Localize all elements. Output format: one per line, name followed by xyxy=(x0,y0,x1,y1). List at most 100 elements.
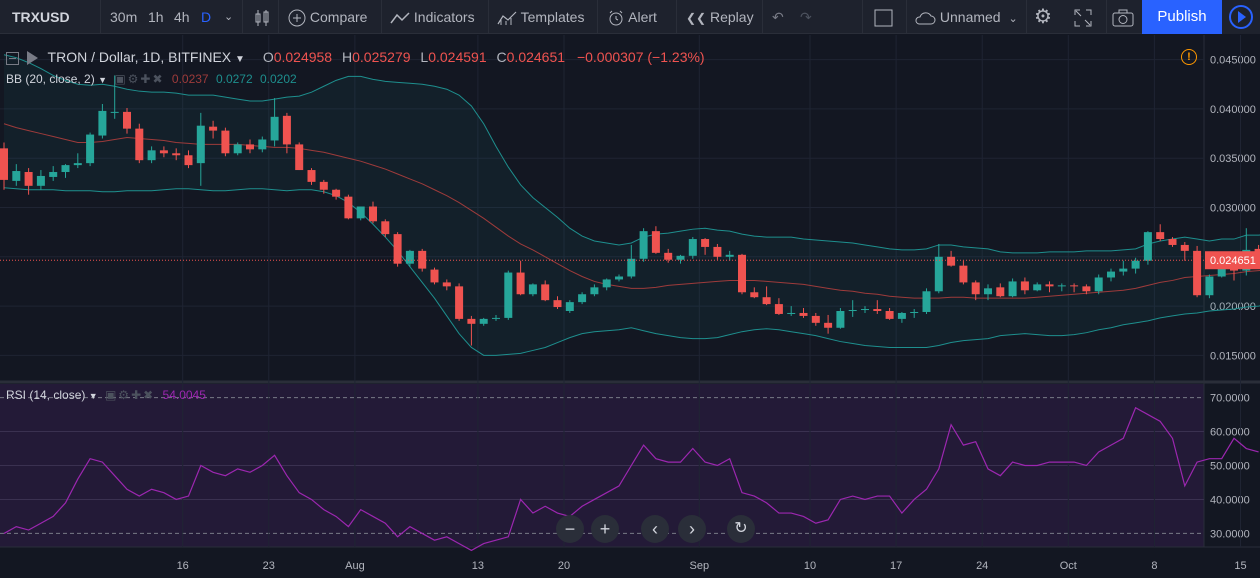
interval-1h[interactable]: 1h xyxy=(148,9,164,25)
zoom-in-button[interactable]: + xyxy=(591,515,619,543)
divider xyxy=(862,0,863,34)
fullscreen-box-icon[interactable] xyxy=(874,0,894,34)
candle xyxy=(504,270,513,320)
templates-button[interactable]: Templates xyxy=(497,0,584,34)
chevron-down-icon[interactable]: ▼ xyxy=(88,391,98,401)
replay-button[interactable]: ❮❮ Replay xyxy=(686,0,754,34)
candle-body xyxy=(221,130,230,154)
open-value: 0.024958 xyxy=(273,49,333,65)
publish-button[interactable]: Publish xyxy=(1142,0,1222,34)
indicators-icon xyxy=(390,12,410,24)
indicators-button[interactable]: Indicators xyxy=(390,0,475,34)
interval-4h[interactable]: 4h xyxy=(174,9,190,25)
legend-tool-icons[interactable]: ▣⚙✚✖ xyxy=(104,388,156,402)
candle-body xyxy=(1070,285,1079,287)
candle-body xyxy=(184,155,193,166)
compare-label: Compare xyxy=(309,9,368,25)
candle-body xyxy=(910,311,919,313)
low-value: 0.024591 xyxy=(428,49,487,65)
candle xyxy=(627,244,636,279)
candle-body xyxy=(1020,281,1029,291)
bb-basis-value: 0.0202 xyxy=(259,72,297,86)
candle-body xyxy=(270,116,279,141)
candle xyxy=(787,306,796,316)
candle-body xyxy=(1143,232,1152,261)
layout-menu[interactable]: Unnamed ⌄ xyxy=(914,0,1018,34)
candle xyxy=(307,168,316,185)
candle xyxy=(172,148,181,161)
candle-body xyxy=(971,282,980,295)
candle xyxy=(578,292,587,305)
candle-body xyxy=(246,144,254,150)
candle xyxy=(49,166,58,181)
candle xyxy=(282,112,291,154)
warning-icon[interactable]: ! xyxy=(1181,49,1197,65)
candle-body xyxy=(332,189,341,197)
candle xyxy=(1205,274,1214,299)
divider xyxy=(278,0,279,34)
candle xyxy=(602,278,611,291)
candle xyxy=(971,280,980,301)
rsi-label[interactable]: RSI (14, close) xyxy=(6,388,86,402)
redo-icon[interactable]: ↷ xyxy=(800,9,812,25)
candle xyxy=(553,296,562,310)
play-button[interactable] xyxy=(1222,0,1260,34)
candle xyxy=(1156,224,1165,242)
interval-1d[interactable]: D xyxy=(201,9,212,25)
candle xyxy=(135,123,144,164)
candle xyxy=(344,194,353,220)
chevron-down-icon[interactable]: ▼ xyxy=(235,54,245,65)
candle-body xyxy=(12,171,21,181)
bb-label[interactable]: BB (20, close, 2) xyxy=(6,72,95,86)
chevron-down-icon[interactable]: ▼ xyxy=(98,75,107,85)
undo-icon[interactable]: ↶ xyxy=(772,9,784,25)
time-tick-label: 23 xyxy=(263,560,275,572)
gear-icon[interactable]: ⚙ xyxy=(1034,6,1052,28)
candle-body xyxy=(1107,271,1115,278)
play-circle-icon xyxy=(1229,5,1253,29)
candle xyxy=(688,237,697,259)
candle xyxy=(996,283,1005,298)
scroll-left-button[interactable]: ‹ xyxy=(641,515,669,543)
symbol-search[interactable]: TRXUSD xyxy=(12,9,70,25)
candle xyxy=(123,107,131,134)
scroll-right-button[interactable]: › xyxy=(678,515,706,543)
candle xyxy=(1070,283,1079,293)
alert-label: Alert xyxy=(628,9,657,25)
symbol-title[interactable]: TRON / Dollar, 1D, BITFINEX xyxy=(47,49,232,65)
candle xyxy=(332,188,341,200)
reset-chart-button[interactable]: ↻ xyxy=(727,515,755,543)
candle-body xyxy=(1008,281,1017,297)
candle-body xyxy=(811,315,820,323)
candles-style-icon[interactable] xyxy=(254,0,270,34)
candle-body xyxy=(492,317,500,319)
candle xyxy=(1045,281,1054,293)
legend-tool-icons[interactable]: ▣⚙✚✖ xyxy=(114,72,165,86)
expand-icon[interactable] xyxy=(1074,0,1092,34)
candle-body xyxy=(590,287,599,295)
candle xyxy=(369,201,377,224)
candle xyxy=(1082,284,1091,295)
candle xyxy=(319,179,328,194)
collapse-icon[interactable] xyxy=(6,51,19,65)
zoom-out-button[interactable]: − xyxy=(556,515,584,543)
chart-canvas[interactable]: 0.0450000.0400000.0350000.0300000.025000… xyxy=(0,35,1260,578)
interval-30m[interactable]: 30m xyxy=(110,9,138,25)
alert-button[interactable]: Alert xyxy=(607,0,657,34)
compare-button[interactable]: Compare xyxy=(288,0,367,34)
camera-icon[interactable] xyxy=(1112,0,1134,34)
candle-body xyxy=(565,302,574,311)
open-label: O xyxy=(262,49,274,65)
candle xyxy=(1131,257,1140,274)
divider xyxy=(906,0,907,34)
candle xyxy=(455,283,464,321)
rsi-tick-label: 30.0000 xyxy=(1210,528,1250,540)
candle-body xyxy=(897,312,906,319)
candle xyxy=(492,314,500,321)
interval-dropdown-icon[interactable]: ⌄ xyxy=(224,11,234,23)
main-legend: TRON / Dollar, 1D, BITFINEX ▼ O0.024958 … xyxy=(6,49,705,66)
candle-body xyxy=(307,170,316,182)
candle-body xyxy=(676,255,685,260)
candle-body xyxy=(713,246,722,257)
candle-body xyxy=(725,254,734,257)
